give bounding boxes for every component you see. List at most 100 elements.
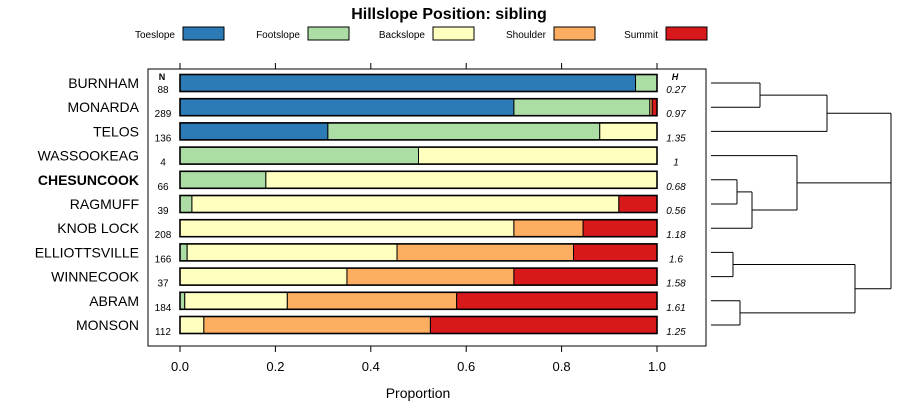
bar-segment-backslope (265, 170, 658, 189)
category-row: BURNHAM 88 0.27 (68, 73, 686, 96)
category-row: WINNECOOK 37 1.58 (51, 267, 686, 290)
h-value: 1 (673, 158, 679, 169)
bar-outline (179, 291, 658, 311)
legend-swatch (307, 26, 350, 41)
bar-segment-backslope (191, 195, 620, 213)
bar-segment-shoulder (203, 316, 431, 334)
h-value: 1.18 (666, 230, 686, 241)
h-value: 1.58 (666, 279, 686, 290)
bar-outline (179, 218, 658, 238)
category-row: TELOS 136 1.35 (93, 122, 686, 144)
category-row: CHESUNCOOK 66 0.68 (38, 170, 686, 193)
category-row: ELLIOTTSVILLE 166 1.6 (35, 243, 683, 265)
n-value: 289 (155, 109, 172, 120)
category-row: RAGMUFF 39 0.56 (70, 194, 686, 217)
bar-segment-footslope (179, 170, 267, 189)
bar-segment-backslope (179, 267, 348, 286)
category-row: ABRAM 184 1.61 (89, 291, 686, 314)
bar-segment-toeslope (179, 98, 515, 117)
h-value: 1.6 (669, 254, 683, 265)
bar-segment-summit (456, 291, 658, 310)
x-tick-label: 1.0 (648, 359, 666, 374)
bar-outline (179, 97, 658, 117)
plot-panel (147, 68, 707, 347)
n-value: 136 (155, 133, 172, 144)
bar-segment-summit (513, 267, 658, 286)
legend-label: Footslope (256, 30, 300, 41)
bar-segment-backslope (599, 122, 658, 141)
bar-segment-shoulder (513, 219, 584, 238)
bar-outline (179, 315, 658, 335)
bar-segment-footslope (179, 243, 188, 262)
h-value: 1.25 (666, 327, 686, 338)
bar-segment-footslope (635, 74, 658, 92)
n-value: 112 (155, 327, 171, 338)
n-value: 37 (157, 279, 169, 290)
category-row: MONARDA 289 0.97 (67, 97, 686, 120)
category-label: MONSON (76, 317, 139, 333)
category-label: KNOB LOCK (57, 220, 139, 236)
h-value: 0.27 (666, 85, 686, 96)
bar-segment-backslope (179, 316, 205, 334)
legend-swatch (432, 26, 475, 41)
x-tick-label: 0.6 (457, 359, 475, 374)
h-value: 1.35 (666, 133, 686, 144)
legend-swatch (665, 26, 708, 41)
bar-segment-summit (582, 219, 658, 238)
bar-segment-shoulder (286, 291, 458, 310)
bar-segment-toeslope (179, 122, 329, 141)
x-axis-label: Proportion (386, 385, 451, 401)
bar-segment-backslope (179, 219, 515, 238)
bar-outline (179, 243, 658, 262)
bar-outline (179, 122, 658, 141)
x-tick-label: 0.0 (171, 359, 189, 374)
legend-swatch (182, 26, 225, 41)
n-value: 184 (155, 303, 172, 314)
h-header: H (672, 72, 679, 82)
bar-segment-shoulder (346, 267, 515, 286)
n-header: N (159, 72, 166, 82)
category-row: MONSON 112 1.25 (76, 315, 686, 338)
legend: Toeslope Footslope Backslope Shoulder Summit (135, 26, 708, 41)
bar-segment-summit (573, 243, 658, 262)
n-value: 88 (157, 85, 169, 96)
chart-title: Hillslope Position: sibling (351, 6, 547, 23)
category-label: WASSOOKEAG (38, 148, 139, 164)
h-value: 0.56 (666, 206, 686, 217)
category-label: WINNECOOK (51, 269, 140, 285)
bar-segment-backslope (184, 291, 288, 310)
bar-segment-backslope (418, 146, 658, 165)
n-value: 166 (155, 254, 172, 265)
bar-segment-toeslope (179, 74, 637, 92)
x-axis: 0.0 0.2 0.4 0.6 0.8 1.0 (171, 63, 666, 374)
category-label: RAGMUFF (70, 196, 139, 212)
bar-outline (179, 170, 658, 190)
category-label: MONARDA (67, 99, 139, 115)
n-value: 66 (157, 182, 169, 193)
h-value: 0.68 (666, 182, 686, 193)
bar-rows: BURNHAM 88 0.27 MONARDA 289 0.97 TELOS 136 1.35 W… (35, 73, 686, 338)
category-label: CHESUNCOOK (38, 172, 139, 188)
category-row: WASSOOKEAG 4 1 (38, 146, 679, 169)
legend-label: Shoulder (506, 30, 547, 41)
bar-outline (179, 194, 658, 214)
h-value: 1.61 (666, 303, 685, 314)
legend-label: Toeslope (135, 30, 175, 41)
legend-label: Summit (624, 30, 658, 41)
category-label: TELOS (93, 123, 139, 139)
x-tick-label: 0.2 (266, 359, 284, 374)
bar-segment-footslope (327, 122, 601, 141)
bar-segment-footslope (513, 98, 651, 117)
legend-swatch (553, 26, 596, 41)
bar-segment-footslope (179, 195, 193, 213)
bar-segment-shoulder (396, 243, 575, 262)
x-tick-label: 0.4 (362, 359, 380, 374)
x-tick-label: 0.8 (553, 359, 571, 374)
bar-outline (179, 267, 658, 286)
bar-segment-summit (429, 316, 658, 334)
h-value: 0.97 (666, 109, 686, 120)
category-label: ELLIOTTSVILLE (35, 244, 139, 260)
legend-label: Backslope (379, 30, 426, 41)
bar-segment-backslope (186, 243, 398, 262)
bar-segment-footslope (179, 146, 419, 165)
